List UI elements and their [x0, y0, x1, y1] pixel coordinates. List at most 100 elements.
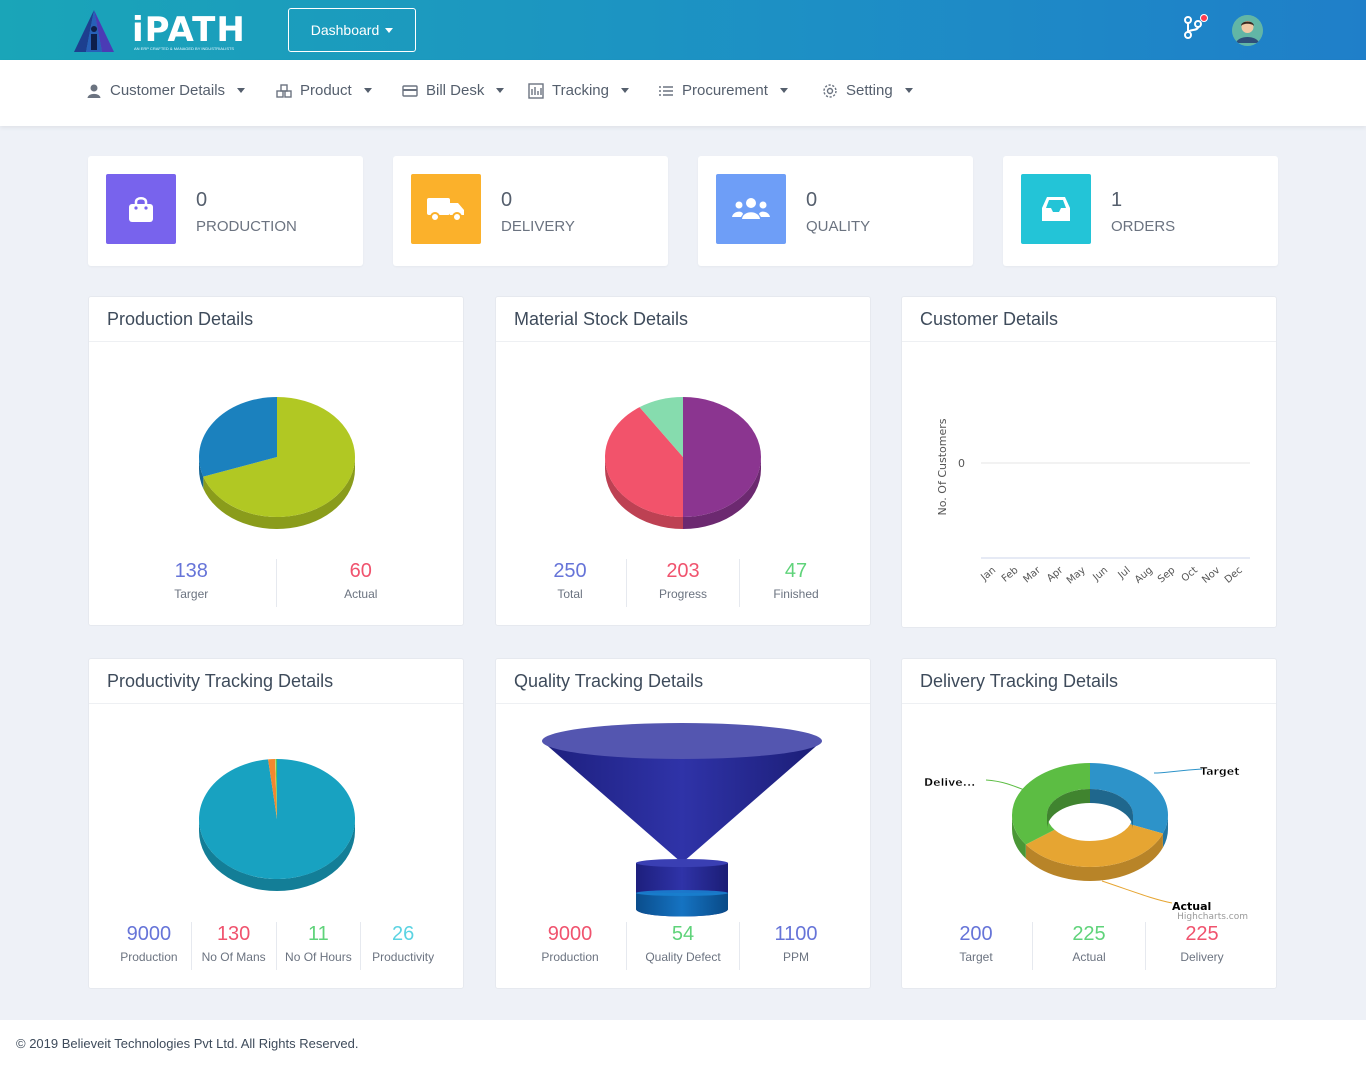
stat-value: 0 [501, 189, 513, 211]
delivery-slice-side [1162, 815, 1168, 848]
production-pie-chart [199, 397, 355, 529]
material-slice-total[interactable] [683, 397, 761, 517]
productivity-pie-slices [198, 759, 355, 891]
stat-card-orders[interactable]: 1 ORDERS [1003, 156, 1278, 266]
productivity-tracking-panel: Productivity Tracking Details 9000 Produc… [88, 658, 464, 989]
nav-bill-desk-label: Bill Desk [426, 82, 485, 99]
chevron-down-icon [496, 88, 505, 93]
x-tick-label: Oct [1180, 565, 1200, 585]
footer: © 2019 Believeit Technologies Pvt Ltd. A… [0, 1020, 1366, 1068]
brand-name: iPATH [132, 10, 246, 50]
git-branch-icon[interactable] [1182, 14, 1208, 40]
metric-value: 138 [174, 560, 208, 582]
cubes-icon [276, 83, 292, 98]
nav-tracking[interactable]: Tracking [528, 82, 629, 99]
panel-title: Delivery Tracking Details [902, 659, 1276, 704]
nav-setting-label: Setting [846, 82, 893, 99]
metric-label: No Of Hours [285, 950, 352, 964]
list-icon [659, 85, 673, 96]
dashboard-dropdown-button[interactable]: Dashboard [288, 8, 416, 52]
metric-label: Production [120, 950, 178, 964]
metric-value: 60 [349, 560, 372, 582]
funnel-bottom-segment [636, 893, 728, 917]
metric-label: Progress [658, 587, 708, 601]
delivery-slice-actual[interactable] [1025, 824, 1163, 867]
stat-card-production[interactable]: 0 PRODUCTION [88, 156, 363, 266]
metric-productivity: 26 Productivity [361, 922, 445, 970]
x-tick-labels: Jan Feb Mar Apr May Jun Jul Aug Sep Oct Nov Dec [978, 564, 1244, 586]
metric-value: 250 [553, 560, 587, 582]
tracking-icon [528, 82, 544, 99]
metric-target: 200 Target [920, 922, 1033, 970]
nav-procurement-label: Procurement [682, 82, 768, 99]
x-tick-label: Jul [1116, 565, 1133, 582]
nav-customer-details[interactable]: Customer Details [86, 82, 246, 99]
metric-value: 9000 [547, 923, 593, 945]
inbox-icon [1042, 197, 1070, 221]
x-tick-label: Sep [1156, 565, 1178, 586]
stat-icon-box [1021, 174, 1091, 244]
nav-setting[interactable]: Setting [822, 82, 913, 99]
avatar-icon [1232, 15, 1263, 46]
production-slice-side [199, 457, 204, 489]
material-stock-panel: Material Stock Details 250 Total 203 Progr… [495, 296, 871, 626]
material-slice-progress[interactable] [605, 407, 683, 517]
stat-card-quality[interactable]: 0 QUALITY [698, 156, 973, 266]
metric-production: 9000 Production [514, 922, 627, 970]
metric-label: Finished [773, 587, 819, 601]
production-slice-targer[interactable] [203, 397, 355, 517]
stat-label: PRODUCTION [196, 218, 297, 235]
brand-logo-icon [74, 10, 114, 52]
delivery-slice-target[interactable] [1090, 763, 1168, 834]
stat-value: 0 [806, 189, 818, 211]
highcharts-credit[interactable]: Highcharts.com [1177, 912, 1248, 922]
panel-title: Productivity Tracking Details [89, 659, 463, 704]
production-slice-actual[interactable] [199, 397, 277, 477]
funnel-neck-segment [542, 741, 822, 863]
production-metrics: 138 Targer 60 Actual [89, 559, 463, 607]
x-tick-label: Mar [1021, 564, 1043, 585]
stat-label: DELIVERY [501, 218, 575, 235]
nav-customer-details-label: Customer Details [110, 82, 226, 99]
metric-ppm: 1100 PPM [740, 922, 852, 970]
top-bar: iPATH AN ERP CRAFTED & MANAGED BY INDUST… [0, 0, 1366, 60]
material-slice-finished[interactable] [639, 397, 683, 457]
stat-label: ORDERS [1111, 218, 1176, 235]
metric-value: 225 [1185, 923, 1219, 945]
productivity-slice-production[interactable] [198, 759, 355, 879]
productivity-metrics: 9000 Production 130 No Of Mans 11 No Of Hou… [89, 922, 463, 970]
x-tick-label: Jan [978, 565, 998, 584]
production-slice-side [203, 457, 355, 529]
metric-mans: 130 No Of Mans [192, 922, 277, 970]
metric-label: Quality Defect [645, 950, 721, 964]
nav-product[interactable]: Product [276, 82, 372, 99]
x-tick-label: May [1065, 565, 1088, 587]
delivery-metrics: 200 Target 225 Actual 225 Delivery [902, 922, 1276, 970]
productivity-slice-productivity[interactable] [275, 759, 277, 819]
gear-icon [823, 83, 837, 98]
stat-card-delivery[interactable]: 0 DELIVERY [393, 156, 668, 266]
x-tick-label: Dec [1223, 565, 1245, 586]
delivery-donut-slices [1012, 763, 1168, 881]
dashboard-label: Dashboard [310, 22, 380, 38]
panel-title: Material Stock Details [496, 297, 870, 342]
brand-logo[interactable]: iPATH AN ERP CRAFTED & MANAGED BY INDUST… [72, 8, 245, 54]
label-connector [1101, 880, 1173, 904]
metric-actual: 225 Actual [1033, 922, 1146, 970]
chevron-down-icon [363, 88, 372, 93]
productivity-slice-no-of-mans[interactable] [268, 759, 277, 819]
user-avatar[interactable] [1232, 15, 1263, 46]
metric-target: 138 Targer [107, 559, 277, 607]
nav-tracking-label: Tracking [552, 82, 609, 99]
metric-value: 54 [671, 923, 695, 945]
productivity-slice-no-of-hours[interactable] [275, 759, 277, 819]
metric-actual: 60 Actual [277, 559, 446, 607]
nav-bill-desk[interactable]: Bill Desk [402, 82, 505, 99]
delivery-slice-side [1025, 833, 1163, 881]
metric-value: 47 [784, 560, 808, 582]
data-label-actual: Actual [1172, 900, 1211, 913]
delivery-slice-delive-[interactable] [1012, 763, 1090, 845]
truck-icon [427, 198, 464, 222]
quality-metrics: 9000 Production 54 Quality Defect 1100 PPM [496, 922, 870, 970]
nav-procurement[interactable]: Procurement [658, 82, 788, 99]
